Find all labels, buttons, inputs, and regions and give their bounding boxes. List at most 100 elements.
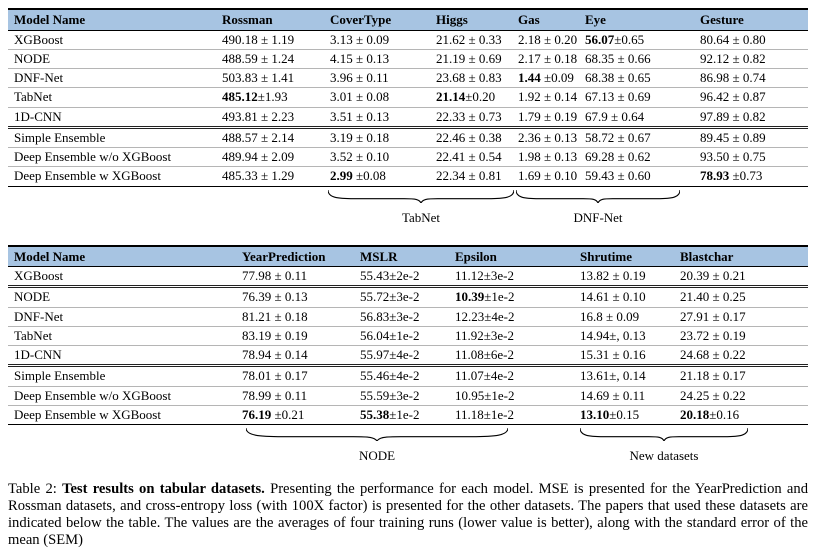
value-cell: 23.72 ± 0.19 (674, 326, 808, 347)
table-row: 1D-CNN 493.81 ± 2.23 3.51 ± 0.13 22.33 ± 0.… (8, 107, 808, 128)
value-cell: 14.69 ± 0.11 (574, 386, 674, 406)
value-cell: 76.19 ±0.21 (236, 405, 354, 426)
value-cell: 58.72 ± 0.67 (579, 125, 694, 149)
value-cell: 11.92±3e-2 (449, 326, 574, 347)
table-row: TabNet 485.12±1.93 3.01 ± 0.08 21.14±0.20 1.… (8, 87, 808, 108)
model-name-cell: Simple Ensemble (8, 364, 236, 387)
value-cell: 86.98 ± 0.74 (694, 68, 808, 89)
brace-label-tabnet: TabNet (401, 209, 441, 225)
model-name-cell: 1D-CNN (8, 107, 216, 128)
table-row: 1D-CNN 78.94 ± 0.14 55.97±4e-2 11.08±6e-2 15… (8, 345, 808, 367)
value-cell: 68.38 ± 0.65 (579, 68, 694, 89)
brace-new-datasets: New datasets (580, 428, 748, 464)
column-header: Higgs (430, 7, 512, 31)
column-header: Gesture (694, 7, 808, 31)
column-header: MSLR (354, 244, 449, 268)
value-cell: 22.33 ± 0.73 (430, 107, 512, 128)
model-name-cell: XGBoost (8, 30, 216, 50)
column-header: Eye (579, 7, 694, 31)
value-cell: 3.13 ± 0.09 (324, 30, 430, 50)
value-cell: 3.96 ± 0.11 (324, 68, 430, 89)
value-cell: 489.94 ± 2.09 (216, 147, 324, 168)
table-row: XGBoost 77.98 ± 0.11 55.43±2e-2 11.12±3e-2 1… (8, 266, 808, 288)
value-cell: 80.64 ± 0.80 (694, 30, 808, 50)
column-header: Model Name (8, 244, 236, 268)
value-cell: 10.95±1e-2 (449, 386, 574, 406)
value-cell: 55.43±2e-2 (354, 266, 449, 288)
table-row: Simple Ensemble 488.57 ± 2.14 3.19 ± 0.18 2… (8, 125, 808, 149)
model-name-cell: 1D-CNN (8, 345, 236, 367)
value-cell: 21.19 ± 0.69 (430, 49, 512, 70)
table-caption: Table 2: Test results on tabular dataset… (8, 481, 808, 549)
value-cell: 1.98 ± 0.13 (512, 147, 579, 168)
table-row: DNF-Net 503.83 ± 1.41 3.96 ± 0.11 23.68 ± 0… (8, 68, 808, 89)
table-row: TabNet 83.19 ± 0.19 56.04±1e-2 11.92±3e-2 14… (8, 326, 808, 347)
value-cell: 20.39 ± 0.21 (674, 266, 808, 288)
value-cell: 96.42 ± 0.87 (694, 87, 808, 108)
value-cell: 55.59±3e-2 (354, 386, 449, 406)
value-cell: 1.79 ± 0.19 (512, 107, 579, 128)
column-header: YearPrediction (236, 244, 354, 268)
column-header: Blastchar (674, 244, 808, 268)
value-cell: 4.15 ± 0.13 (324, 49, 430, 70)
caption-prefix: Table 2: (8, 481, 63, 498)
value-cell: 78.01 ± 0.17 (236, 364, 354, 387)
value-cell: 3.01 ± 0.08 (324, 87, 430, 108)
value-cell: 13.10±0.15 (574, 405, 674, 426)
value-cell: 16.8 ± 0.09 (574, 307, 674, 327)
table-row: Deep Ensemble w XGBoost 76.19 ±0.21 55.38±… (8, 405, 808, 426)
value-cell: 56.04±1e-2 (354, 326, 449, 347)
model-name-cell: TabNet (8, 87, 216, 108)
value-cell: 55.97±4e-2 (354, 345, 449, 367)
model-name-cell: Deep Ensemble w XGBoost (8, 166, 216, 187)
value-cell: 27.91 ± 0.17 (674, 307, 808, 327)
value-cell: 488.59 ± 1.24 (216, 49, 324, 70)
value-cell: 78.94 ± 0.14 (236, 345, 354, 367)
results-table-bottom-body: XGBoost 77.98 ± 0.11 55.43±2e-2 11.12±3e-2 1… (8, 266, 808, 426)
model-name-cell: XGBoost (8, 266, 236, 288)
value-cell: 11.18±1e-2 (449, 405, 574, 426)
table-top-annotations: TabNet DNF-Net (8, 187, 808, 245)
value-cell: 21.14±0.20 (430, 87, 512, 108)
column-header: Epsilon (449, 244, 574, 268)
value-cell: 22.34 ± 0.81 (430, 166, 512, 187)
value-cell: 10.39±1e-2 (449, 285, 574, 308)
value-cell: 2.36 ± 0.13 (512, 125, 579, 149)
value-cell: 22.46 ± 0.38 (430, 125, 512, 149)
value-cell: 11.08±6e-2 (449, 345, 574, 367)
brace-tabnet: TabNet (328, 190, 514, 226)
value-cell: 488.57 ± 2.14 (216, 125, 324, 149)
model-name-cell: DNF-Net (8, 307, 236, 327)
table-row: Deep Ensemble w/o XGBoost 489.94 ± 2.09 3.… (8, 147, 808, 168)
table-bottom-annotations: NODE New datasets (8, 425, 808, 475)
value-cell: 14.61 ± 0.10 (574, 285, 674, 308)
value-cell: 3.51 ± 0.13 (324, 107, 430, 128)
value-cell: 67.9 ± 0.64 (579, 107, 694, 128)
value-cell: 23.68 ± 0.83 (430, 68, 512, 89)
underbrace-icon (246, 428, 508, 441)
value-cell: 3.19 ± 0.18 (324, 125, 430, 149)
value-cell: 24.25 ± 0.22 (674, 386, 808, 406)
value-cell: 490.18 ± 1.19 (216, 30, 324, 50)
value-cell: 67.13 ± 0.69 (579, 87, 694, 108)
value-cell: 68.35 ± 0.66 (579, 49, 694, 70)
model-name-cell: Simple Ensemble (8, 125, 216, 149)
brace-dnfnet: DNF-Net (516, 190, 680, 226)
value-cell: 20.18±0.16 (674, 405, 808, 426)
column-header: CoverType (324, 7, 430, 31)
model-name-cell: NODE (8, 49, 216, 70)
model-name-cell: NODE (8, 285, 236, 308)
value-cell: 15.31 ± 0.16 (574, 345, 674, 367)
value-cell: 22.41 ± 0.54 (430, 147, 512, 168)
value-cell: 2.99 ±0.08 (324, 166, 430, 187)
table-row: Deep Ensemble w XGBoost 485.33 ± 1.29 2.99… (8, 166, 808, 187)
header-row: Model Name YearPrediction MSLR Epsilon Shrut… (8, 244, 808, 268)
value-cell: 89.45 ± 0.89 (694, 125, 808, 149)
table-row: Deep Ensemble w/o XGBoost 78.99 ± 0.11 55.… (8, 386, 808, 406)
brace-label-node: NODE (358, 448, 396, 464)
results-table-bottom: Model Name YearPrediction MSLR Epsilon Shrut… (8, 244, 808, 426)
value-cell: 14.94±, 0.13 (574, 326, 674, 347)
results-table-top-header: Model Name Rossman CoverType Higgs Gas Eye Ges… (8, 7, 808, 31)
model-name-cell: DNF-Net (8, 68, 216, 89)
value-cell: 11.12±3e-2 (449, 266, 574, 288)
